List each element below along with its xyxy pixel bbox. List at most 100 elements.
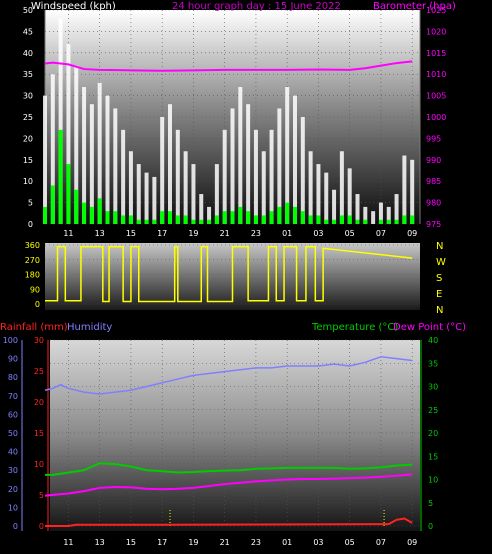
bottom-x-tick-label: 05 [345,538,355,547]
direction-tick-label: 0 [35,300,40,309]
gust-bar [199,219,204,224]
top-x-tick-label: 07 [376,229,386,238]
bottom-x-tick-label: 07 [376,538,386,547]
windspeed-tick-label: 35 [23,70,33,79]
gust-bar [89,206,94,224]
barometer-tick-label: 995 [426,134,441,143]
humidity-tick-label: 0 [13,522,18,531]
humidity-tick-label: 80 [8,373,18,382]
windspeed-bar [191,164,196,224]
gust-bar [214,215,219,224]
barometer-tick-label: 1010 [426,70,446,79]
gust-bar [394,219,399,224]
gust-bar [66,164,71,224]
windspeed-bar [355,194,360,224]
gust-bar [183,215,188,224]
windspeed-bar [136,164,141,224]
top-x-tick-label: 17 [157,229,167,238]
bottom-x-tick-label: 03 [313,538,323,547]
windspeed-bar [43,95,47,224]
gust-bar [121,215,126,224]
windspeed-bar [238,87,243,224]
gust-bar [339,215,344,224]
windspeed-bar [410,159,415,224]
windspeed-bar [89,104,94,224]
gust-bar [58,129,63,224]
temperature-line [45,462,413,476]
windspeed-tick-label: 20 [23,134,33,143]
bottom-x-tick-label: 15 [126,538,136,547]
windspeed-tick-label: 0 [28,220,33,229]
bottom-plot-area [50,340,420,531]
humidity-line [44,355,413,395]
gust-bar [222,211,227,224]
gust-bar [332,219,337,224]
gust-bar [175,215,180,224]
bottom-x-tick-label: 13 [95,538,105,547]
windspeed-bar [121,129,126,224]
gust-bar [207,219,212,224]
direction-tick-label: 90 [30,285,40,294]
bottom-x-tick-label: 01 [282,538,292,547]
gust-bar [136,219,141,224]
windspeed-tick-label: 15 [23,156,33,165]
windspeed-bar [332,189,337,224]
humidity-tick-label: 40 [8,448,18,457]
rainfall-tick-label: 15 [34,429,44,438]
barometer-tick-label: 1000 [426,113,446,122]
windspeed-tick-label: 45 [23,27,33,36]
windspeed-bar [207,206,212,224]
direction-tick-label: 180 [25,271,40,280]
gust-bar [43,206,47,224]
rainfall-tick-label: 20 [34,398,44,407]
humidity-tick-label: 100 [3,336,18,345]
top-x-tick-label: 23 [251,229,261,238]
rainfall-tick-label: 30 [34,336,44,345]
barometer-tick-label: 990 [426,156,441,165]
temperature-tick-label: 25 [428,406,438,415]
windspeed-bar [339,151,344,224]
windspeed-bar [378,202,383,224]
windspeed-bar [293,95,297,224]
compass-label-e: E [436,289,442,300]
bottom-x-tick-label: 11 [63,538,73,547]
windspeed-bar [347,168,352,224]
windspeed-bar [222,129,227,224]
gust-bar [97,198,102,224]
windspeed-bar [214,164,219,224]
windspeed-bar [152,176,157,224]
gust-bar [293,206,297,224]
top-x-tick-label: 11 [63,229,73,238]
temperature-tick-label: 15 [428,452,438,461]
windspeed-bar [316,164,321,224]
gust-bar [347,215,352,224]
temperature-title: Temperature (°C) [311,322,398,333]
windspeed-bar [199,194,204,224]
gust-bar [386,219,391,224]
bottom-x-tick-label: 21 [220,538,230,547]
gust-bar [128,215,133,224]
gust-bar [269,211,274,224]
gust-bar [285,202,290,224]
gust-bar [378,219,383,224]
gust-bar [238,206,243,224]
gust-bar [168,211,172,224]
windspeed-bar [363,206,368,224]
gust-bar [160,211,165,224]
top-x-tick-label: 09 [407,229,417,238]
compass-label-s: S [436,273,442,284]
humidity-tick-label: 30 [8,466,18,475]
windspeed-bar [261,151,266,224]
bottom-x-tick-label: 17 [157,538,167,547]
windspeed-bar [277,108,282,224]
windspeed-tick-label: 10 [23,177,33,186]
humidity-tick-label: 90 [8,355,18,364]
barometer-tick-label: 1005 [426,92,446,101]
rainfall-line [45,517,413,527]
windspeed-bar [113,108,118,224]
windspeed-tick-label: 30 [23,92,33,101]
gust-bar [246,211,251,224]
windspeed-tick-label: 5 [28,199,33,208]
barometer-tick-label: 1015 [426,49,446,58]
